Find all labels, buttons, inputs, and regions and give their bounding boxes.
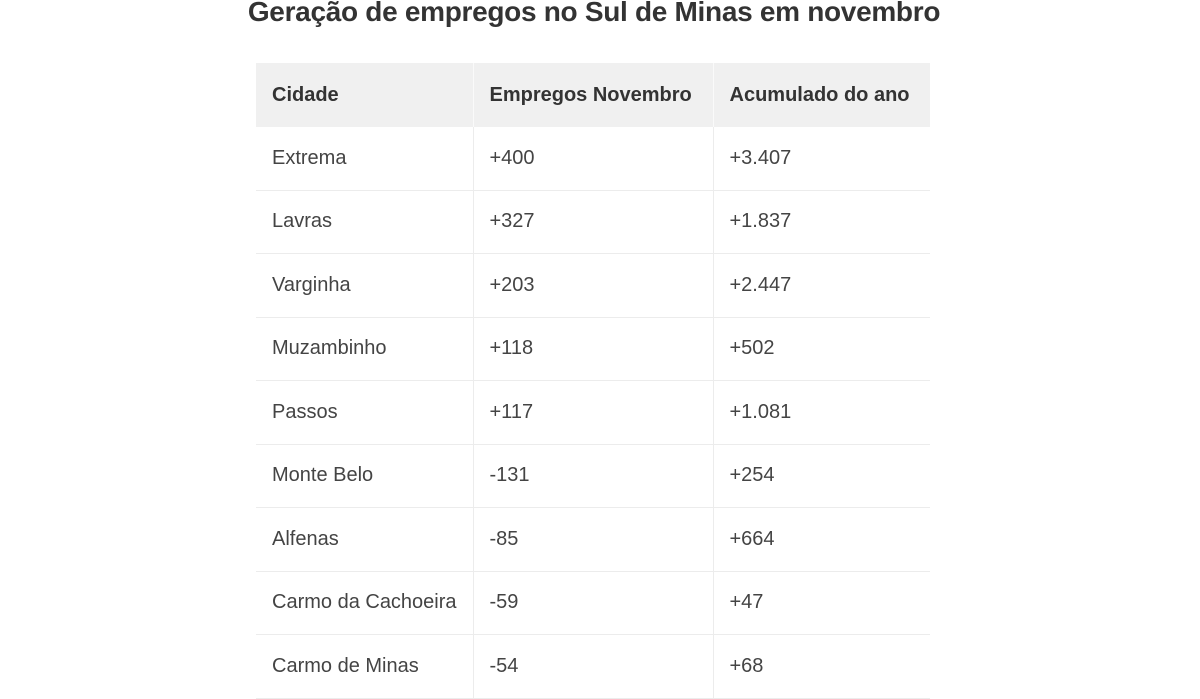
- cell-cidade: Lavras: [256, 190, 474, 254]
- page-title: Geração de empregos no Sul de Minas em n…: [247, 0, 941, 27]
- table-row: Carmo da Cachoeira -59 +47: [256, 571, 930, 635]
- cell-empregos-novembro: -131: [473, 444, 714, 508]
- table-row: Carmo de Minas -54 +68: [256, 634, 930, 699]
- cell-cidade: Carmo da Cachoeira: [256, 571, 474, 635]
- header-acumulado-ano: Acumulado do ano: [713, 63, 930, 127]
- cell-acumulado-ano: +502: [713, 317, 930, 381]
- cell-acumulado-ano: +68: [713, 634, 930, 699]
- table-row: Extrema +400 +3.407: [256, 127, 930, 191]
- cell-empregos-novembro: -59: [473, 571, 714, 635]
- table-row: Alfenas -85 +664: [256, 507, 930, 572]
- cell-acumulado-ano: +1.837: [713, 190, 930, 254]
- cell-acumulado-ano: +2.447: [713, 253, 930, 318]
- cell-acumulado-ano: +664: [713, 507, 930, 572]
- table-row: Muzambinho +118 +502: [256, 317, 930, 381]
- employment-table: Cidade Empregos Novembro Acumulado do an…: [256, 63, 930, 699]
- cell-acumulado-ano: +254: [713, 444, 930, 508]
- cell-cidade: Monte Belo: [256, 444, 474, 508]
- cell-cidade: Varginha: [256, 253, 474, 318]
- cell-cidade: Passos: [256, 380, 474, 445]
- cell-empregos-novembro: +400: [473, 127, 714, 191]
- cell-cidade: Muzambinho: [256, 317, 474, 381]
- cell-empregos-novembro: +203: [473, 253, 714, 318]
- cell-empregos-novembro: +327: [473, 190, 714, 254]
- table-row: Monte Belo -131 +254: [256, 444, 930, 508]
- cell-cidade: Carmo de Minas: [256, 634, 474, 699]
- table-row: Varginha +203 +2.447: [256, 253, 930, 318]
- cell-cidade: Alfenas: [256, 507, 474, 572]
- cell-empregos-novembro: -54: [473, 634, 714, 699]
- header-empregos-novembro: Empregos Novembro: [473, 63, 714, 127]
- cell-empregos-novembro: +117: [473, 380, 714, 445]
- cell-acumulado-ano: +3.407: [713, 127, 930, 191]
- table-row: Lavras +327 +1.837: [256, 190, 930, 254]
- cell-empregos-novembro: +118: [473, 317, 714, 381]
- cell-acumulado-ano: +1.081: [713, 380, 930, 445]
- cell-empregos-novembro: -85: [473, 507, 714, 572]
- table-header-row: Cidade Empregos Novembro Acumulado do an…: [256, 63, 930, 127]
- cell-acumulado-ano: +47: [713, 571, 930, 635]
- table-row: Passos +117 +1.081: [256, 380, 930, 445]
- header-cidade: Cidade: [256, 63, 474, 127]
- cell-cidade: Extrema: [256, 127, 474, 191]
